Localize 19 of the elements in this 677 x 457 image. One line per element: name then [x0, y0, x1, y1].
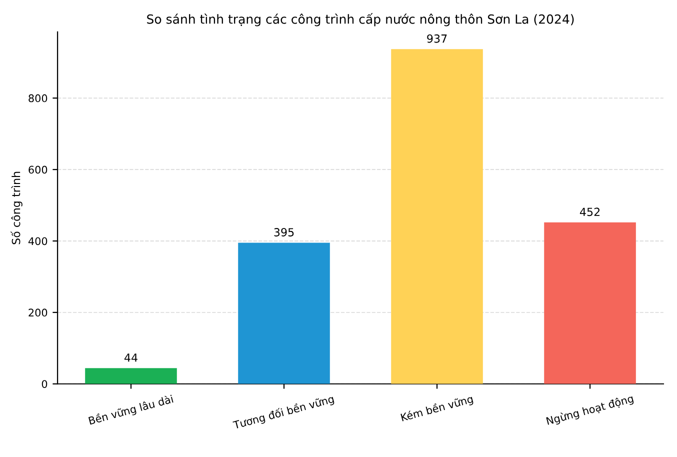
chart-title: So sánh tình trạng các công trình cấp nước nông thôn Sơn La (2024) — [147, 13, 574, 26]
data-label: 44 — [124, 354, 138, 362]
bar — [544, 222, 636, 384]
x-tick-label: Bền vững lâu dài — [88, 394, 174, 427]
bar — [85, 368, 177, 384]
data-label: 937 — [427, 34, 447, 43]
y-tick-label: 0 — [42, 380, 48, 388]
y-tick-label: 800 — [28, 94, 48, 102]
x-tick-label: Tương đối bền vững — [232, 394, 335, 432]
x-tick-label: Ngừng hoạt động — [546, 394, 634, 427]
data-label: 395 — [274, 228, 294, 236]
y-tick-label: 600 — [28, 166, 48, 174]
x-tick-label: Kém bền vững — [400, 394, 474, 424]
bar — [238, 242, 330, 384]
y-axis-title: Số công trình — [10, 172, 22, 244]
data-label: 452 — [580, 208, 600, 216]
y-tick-label: 200 — [28, 308, 48, 317]
bar — [391, 49, 483, 384]
y-tick-label: 400 — [28, 237, 48, 246]
